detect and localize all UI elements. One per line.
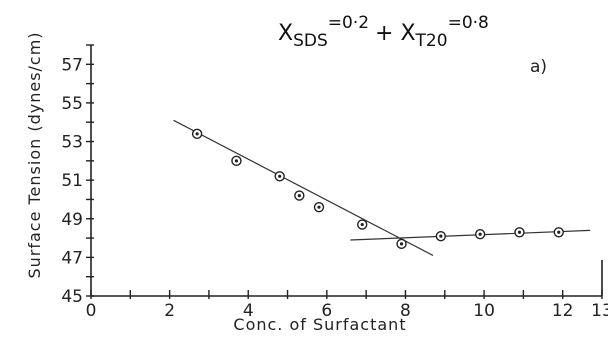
data-point: [357, 219, 368, 230]
y-axis-title: Surface Tension (dynes/cm): [25, 31, 44, 278]
x-tick-label: 2: [164, 301, 175, 321]
title-mid: + X: [375, 21, 416, 46]
y-tick-label: 45: [61, 287, 83, 307]
title-sub1: SDS: [293, 31, 328, 51]
data-point-dot: [478, 232, 482, 236]
panel-label: a): [530, 57, 547, 77]
data-point-dot: [360, 222, 364, 227]
axes: [90, 45, 603, 297]
x-tick-label: 0: [86, 301, 97, 321]
fit-line: [173, 119, 434, 256]
y-tick-label: 51: [61, 171, 83, 191]
fit-line: [350, 229, 591, 241]
data-point-dot: [557, 230, 561, 234]
data-point-dot: [399, 242, 404, 246]
y-tick-label: 47: [61, 248, 83, 268]
data-points: [191, 128, 564, 250]
data-point: [313, 201, 325, 213]
y-tick-label: 53: [61, 133, 83, 153]
x-axis-title: Conc. of Surfactant: [233, 315, 406, 334]
data-point-dot: [317, 205, 321, 209]
x-tick-label: 10: [473, 301, 495, 321]
y-tick-label: 57: [61, 55, 83, 75]
data-point: [514, 227, 525, 238]
data-point-dot: [517, 230, 522, 234]
title-x1: X: [278, 21, 293, 46]
data-point: [435, 230, 447, 242]
title-sup1: =0·2: [328, 13, 369, 33]
axis-ticks: 0 2 4 6 8 10 12 13 45 47 49 51 53 55 57: [61, 44, 608, 321]
data-point-dot: [297, 194, 301, 198]
data-point: [231, 155, 242, 167]
data-point-dot: [278, 174, 282, 178]
data-point: [294, 190, 305, 201]
y-tick-label: 55: [61, 94, 83, 114]
x-tick-label: 12: [552, 301, 574, 321]
chart-title: XSDS=0·2 + XT20=0·8: [278, 13, 489, 51]
fit-lines: [173, 119, 591, 256]
x-tick-label: 6: [321, 301, 332, 321]
data-point-dot: [439, 234, 443, 238]
data-point: [396, 238, 407, 250]
data-point-dot: [234, 159, 239, 163]
title-sup2: =0·8: [448, 13, 489, 33]
x-tick-label: 8: [400, 301, 411, 321]
data-point-dot: [195, 132, 199, 136]
data-point: [274, 171, 285, 182]
x-tick-label: 4: [243, 301, 254, 321]
data-point: [553, 227, 564, 238]
data-point: [191, 128, 203, 140]
data-point: [474, 229, 486, 240]
x-tick-label: 13: [591, 301, 608, 321]
y-tick-label: 49: [61, 210, 83, 230]
title-sub2: T20: [415, 31, 448, 51]
